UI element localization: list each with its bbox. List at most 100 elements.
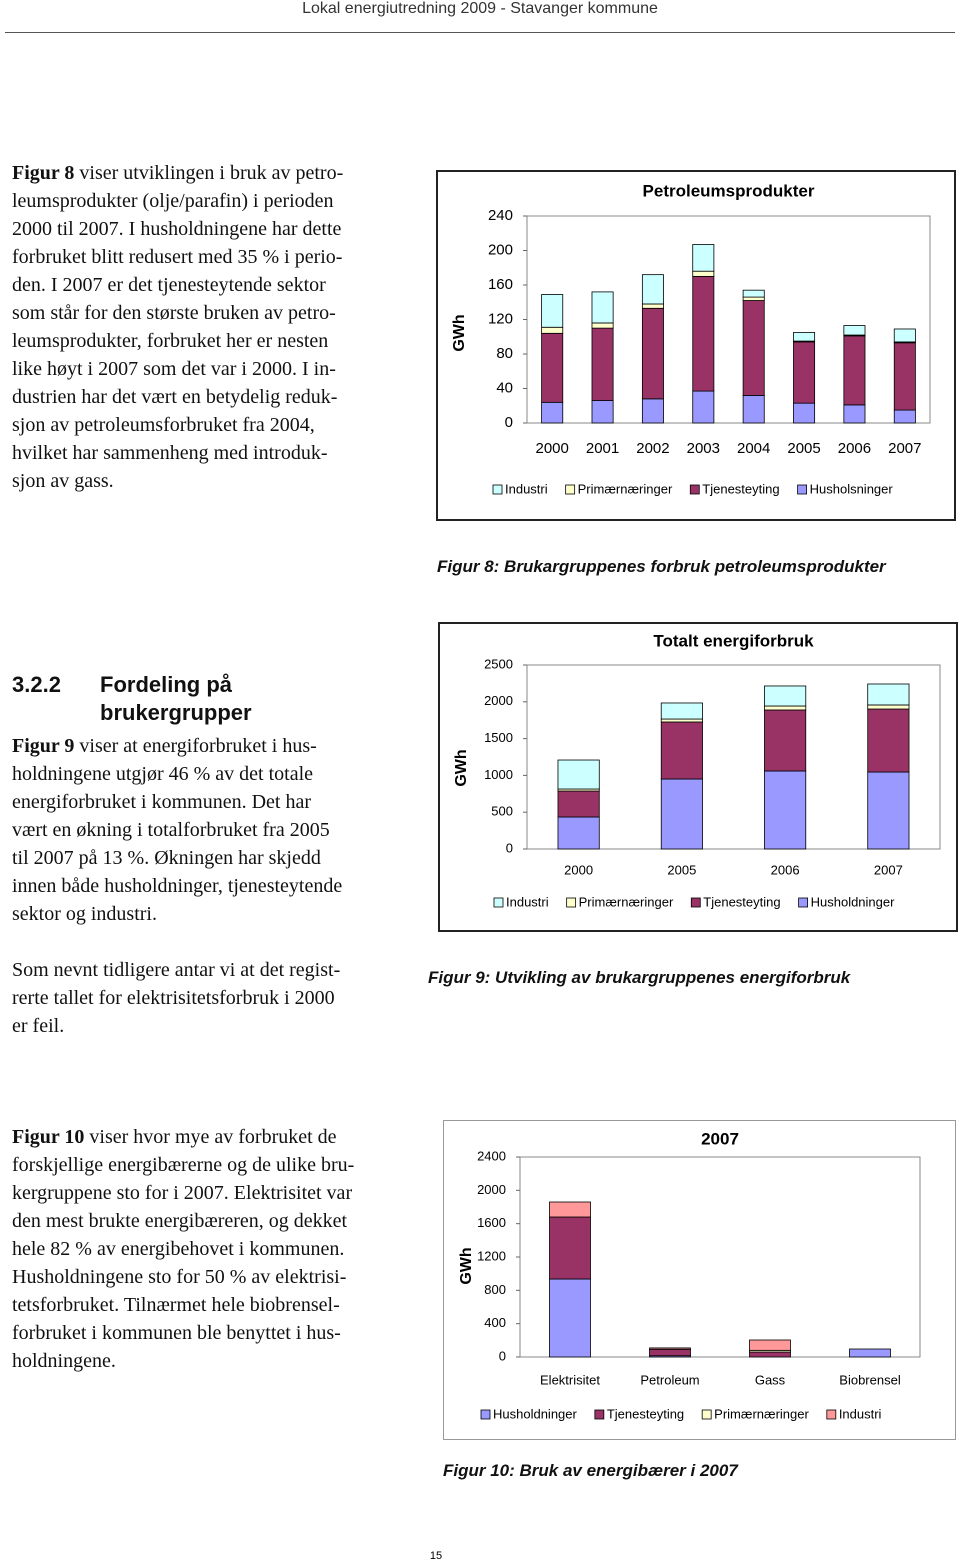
bar-segment: [541, 326, 564, 334]
x-tick-label: 2000: [564, 862, 593, 877]
text: forskjellige energibærerne og de ulike b…: [12, 1154, 355, 1176]
section-title: Fordeling på: [100, 672, 232, 697]
text-line: som står for den største bruken av petro…: [12, 299, 343, 327]
bar-segment: [867, 708, 910, 773]
bar-segment: [843, 325, 866, 336]
bar-segment: [764, 770, 807, 850]
text-line: holdningene utgjør 46 % av det totale: [12, 760, 342, 788]
bar-segment: [557, 816, 600, 850]
legend-label: Industri: [839, 1406, 882, 1421]
text: leumsprodukter, forbruket her er nesten: [12, 330, 329, 352]
chart: Petroleumsprodukter GWh 0 40 80 120 160 200 240 2…: [436, 170, 956, 521]
text: sjon av gass.: [12, 470, 114, 492]
bar-segment: [641, 303, 664, 309]
y-tick-label: 500: [491, 804, 513, 819]
bar-segment: [764, 685, 807, 707]
text: leumsprodukter (olje/parafin) i perioden: [12, 190, 334, 212]
text-line: innen både husholdninger, tjenesteytende: [12, 872, 342, 900]
bar-segment: [660, 702, 703, 720]
y-tick-label: 200: [488, 241, 513, 258]
page-header: Lokal energiutredning 2009 - Stavanger k…: [302, 0, 658, 17]
x-tick-label: 2003: [687, 440, 720, 457]
bar-segment: [867, 683, 910, 706]
chart: 2007 GWh 0 400 800 1200 1600 2000 2400 Elektrisit…: [443, 1120, 956, 1440]
bar-segment: [541, 401, 564, 424]
x-tick-label: 2000: [536, 440, 569, 457]
legend-label: Tjenesteyting: [703, 894, 780, 909]
chart: Totalt energiforbruk GWh 0 500 1000 1500 2000 2…: [438, 622, 958, 932]
chart-title: 2007: [701, 1129, 739, 1148]
text: kergruppene sto for i 2007. Elektrisitet…: [12, 1182, 353, 1204]
text-line: leumsprodukter (olje/parafin) i perioden: [12, 187, 343, 215]
legend-swatch: [701, 1409, 712, 1420]
legend-label: Husholdninger: [493, 1406, 578, 1421]
text-line: vært en økning i totalforbruket fra 2005: [12, 816, 342, 844]
bar-segment: [749, 1351, 791, 1358]
x-tick-label: 2005: [787, 440, 820, 457]
text: til 2007 på 13 %. Økningen har skjedd: [12, 847, 321, 869]
legend-label: Primærnæringer: [714, 1406, 809, 1421]
text: den mest brukte energibæreren, og dekket: [12, 1210, 348, 1232]
bar-segment: [793, 332, 816, 342]
y-tick-label: 40: [496, 379, 513, 396]
bar-segment: [549, 1216, 591, 1280]
figure-reference: Figur 8: [12, 162, 75, 184]
figure-caption: Figur 9: Utvikling av brukargruppenes en…: [428, 968, 851, 987]
y-tick-label: 0: [506, 840, 513, 855]
bar-segment: [649, 1347, 691, 1350]
legend-swatch: [797, 484, 808, 495]
text-line: kergruppene sto for i 2007. Elektrisitet…: [12, 1179, 354, 1207]
y-tick-label: 400: [484, 1315, 506, 1330]
bar-segment: [742, 296, 765, 301]
text: viser hvor mye av forbruket de: [89, 1126, 337, 1148]
text-line: forbruket blitt redusert med 35 % i peri…: [12, 243, 343, 271]
bar-segment: [641, 274, 664, 305]
text: innen både husholdninger, tjenesteytende: [12, 875, 343, 897]
chart-title: Petroleumsprodukter: [643, 181, 815, 200]
text-line: Figur 9 viser at energiforbruket i hus-: [12, 732, 342, 760]
text-line: holdningene.: [12, 1347, 354, 1375]
bar-segment: [660, 778, 703, 850]
legend-swatch: [493, 897, 504, 908]
legend-label: Industri: [506, 894, 549, 909]
y-tick-label: 1600: [477, 1215, 506, 1230]
text: forbruket i kommunen ble benyttet i hus-: [12, 1322, 341, 1344]
bar-segment: [867, 704, 910, 710]
y-tick-label: 0: [505, 414, 513, 431]
text: dustrien har det vært en betydelig reduk…: [12, 386, 338, 408]
bar-segment: [893, 342, 916, 411]
text: Husholdningene sto for 50 % av elektrisi…: [12, 1266, 347, 1288]
legend-swatch: [798, 897, 809, 908]
text-line: tetsforbruket. Tilnærmet hele biobrensel…: [12, 1291, 354, 1319]
x-tick-label: Gass: [755, 1372, 786, 1387]
text: vært en økning i totalforbruket fra 2005: [12, 819, 330, 841]
legend-swatch: [826, 1409, 837, 1420]
text: holdningene.: [12, 1350, 116, 1372]
x-tick-label: 2002: [636, 440, 669, 457]
x-tick-label: Petroleum: [640, 1372, 699, 1387]
y-tick-label: 2000: [477, 1182, 506, 1197]
bar-segment: [557, 790, 600, 818]
text: like høyt i 2007 som det var i 2000. I i…: [12, 358, 336, 380]
text: Som nevnt tidligere antar vi at det regi…: [12, 959, 341, 981]
legend-swatch: [689, 484, 700, 495]
y-axis-label: GWh: [451, 314, 468, 351]
text-line: Figur 8 viser utviklingen i bruk av petr…: [12, 159, 343, 187]
paragraph: Figur 9 viser at energiforbruket i hus-h…: [12, 732, 342, 928]
y-tick-label: 1000: [484, 767, 513, 782]
bar-segment: [893, 409, 916, 424]
text-line: Figur 10 viser hvor mye av forbruket de: [12, 1123, 354, 1151]
bar-segment: [742, 394, 765, 424]
legend-label: Husholdninger: [811, 894, 896, 909]
bar-segment: [591, 400, 614, 424]
bar-segment: [692, 244, 715, 272]
bar-segment: [641, 398, 664, 424]
bar-segment: [692, 390, 715, 424]
text: sjon av petroleumsforbruket fra 2004,: [12, 414, 315, 436]
bar-segment: [692, 270, 715, 277]
text: forbruket blitt redusert med 35 % i peri…: [12, 246, 343, 268]
y-tick-label: 800: [484, 1282, 506, 1297]
figure-reference: Figur 9: [12, 735, 75, 757]
section-number: 3.2.2: [12, 672, 61, 697]
